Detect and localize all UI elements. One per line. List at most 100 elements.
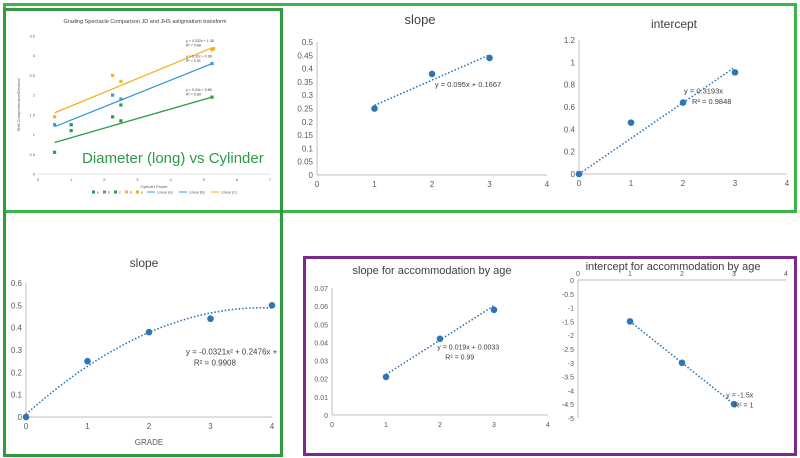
x-tick-label: 2 [147, 422, 152, 431]
data-point [268, 302, 276, 309]
chart-title: intercept for accommodation by age [586, 261, 761, 273]
mini-trend-equation: y = 0.24x + 0.66 [186, 88, 212, 92]
y-tick-label: 0.5 [11, 301, 23, 310]
mini-legend-swatch [103, 190, 106, 194]
mini-legend-label: c [119, 191, 121, 195]
intercept-accommodation-panel: intercept for accommodation by age -5 -4.5… [554, 260, 792, 428]
r-squared-label: R² = 0.99 [445, 355, 474, 362]
r-squared-label: R² = 0.9848 [692, 97, 731, 106]
mini-data-point-orange [52, 115, 57, 119]
y-tick-label: 0.05 [314, 322, 328, 329]
data-point [730, 400, 738, 408]
mini-x-tick-label: 4 [169, 177, 172, 182]
mini-y-tick-label: 0.5 [29, 152, 35, 157]
y-tick-label: 0.05 [297, 158, 313, 167]
y-tick-label: -0.5 [562, 292, 574, 299]
mini-trend-equation: y = 0.32x + 0.96 [186, 55, 212, 59]
data-point [371, 105, 378, 112]
y-tick-label: -4 [568, 388, 574, 395]
intercept-accommodation-chart: intercept for accommodation by age -5 -4.5… [562, 261, 788, 423]
slope-grade-chart: slope 0 0.1 0.2 0.3 0.4 0.5 0.6 0 1 2 3 4 GRADE y = -0… [11, 256, 304, 447]
y-tick-label: 0.3 [11, 346, 23, 355]
left-green-frame [3, 8, 283, 457]
mini-scatter-panel: Grading Spectacle Comparison JD and JHS … [12, 14, 278, 204]
mini-x-tick-label: 6 [236, 177, 239, 182]
trendline-equation: y = 0.3193x [684, 87, 723, 96]
slope-grade-panel: slope 0 0.1 0.2 0.3 0.4 0.5 0.6 0 1 2 3 4 GRADE y = -0… [8, 255, 304, 451]
mini-data-point-green [210, 95, 214, 99]
mini-scatter-chart: Grading Spectacle Comparison JD and JHS … [16, 19, 272, 195]
y-tick-label: -5 [568, 416, 574, 423]
mini-trendline-orange [54, 47, 213, 114]
y-tick-label: 0.2 [11, 368, 23, 377]
data-point [22, 413, 30, 421]
bottom-right-purple-frame [303, 256, 797, 456]
x-tick-label: 2 [430, 180, 435, 189]
trendline [629, 320, 735, 405]
y-tick-label: 0.8 [564, 81, 576, 90]
chart-title: intercept [651, 17, 698, 31]
x-tick-label: 0 [576, 271, 580, 278]
y-tick-label: -2.5 [562, 347, 574, 354]
x-tick-label: 1 [628, 271, 632, 278]
x-axis-title: GRADE [135, 438, 163, 447]
x-tick-label: 2 [438, 422, 442, 429]
y-tick-label: -3.5 [562, 375, 574, 382]
y-tick-label: 0.02 [314, 377, 328, 384]
y-tick-label: 0.1 [302, 144, 314, 153]
mini-data-point-orange [210, 48, 214, 52]
mini-data-point-teal [110, 93, 115, 97]
mini-trend-r2: R² = 0.89 [186, 93, 201, 97]
mini-data-point-teal [119, 97, 123, 101]
mini-legend-label: Linear (C) [221, 191, 237, 195]
mini-data-point-green [119, 103, 123, 107]
mini-data-point-green [119, 119, 123, 123]
y-tick-label: 0.15 [297, 131, 313, 140]
mini-trendline-teal [54, 62, 213, 128]
x-tick-label: 3 [733, 179, 738, 188]
data-point [207, 315, 214, 323]
y-tick-label: 0.2 [302, 118, 314, 127]
y-tick-label: 0.6 [564, 103, 576, 112]
data-point [486, 54, 493, 62]
mini-data-point-orange [110, 73, 115, 78]
mini-data-point-green [52, 150, 57, 154]
data-point [731, 69, 739, 76]
data-point [679, 99, 687, 106]
y-tick-label: 0.45 [297, 51, 313, 60]
data-point [678, 359, 686, 367]
y-tick-label: 0.4 [564, 125, 576, 134]
intercept-top-panel: intercept 0 0.2 0.4 0.6 0.8 1 1.2 0 1 2 3 4 y = 0.319… [555, 16, 793, 198]
y-tick-label: 1.2 [564, 36, 576, 45]
y-tick-label: -1 [568, 306, 574, 313]
mini-legend-label: a [97, 191, 99, 195]
y-tick-label: 1 [571, 58, 576, 67]
y-tick-label: 0 [570, 278, 574, 285]
mini-legend-swatch [136, 190, 139, 194]
data-point [626, 318, 634, 325]
x-tick-label: 3 [492, 422, 496, 429]
mini-x-tick-label: 5 [203, 177, 206, 182]
x-tick-label: 0 [315, 180, 320, 189]
mini-data-point-teal [52, 123, 57, 127]
data-point [382, 373, 390, 381]
x-tick-label: 1 [372, 180, 377, 189]
mini-data-point-green [110, 115, 115, 119]
slope-accommodation-panel: slope for accommodation by age 0 0.01 0.02 0… [310, 262, 554, 434]
mini-data-point-teal [210, 62, 214, 66]
mini-legend-label: Linear (B) [189, 191, 205, 195]
trendline-equation: y = -1.5x [726, 392, 754, 399]
mini-y-tick-label: 1 [33, 132, 36, 137]
trendline-equation: y = 0.095x + 0.1667 [435, 80, 501, 89]
data-point [145, 328, 153, 336]
slope-top-chart: slope 0 0.05 0.1 0.15 0.2 0.25 0.3 0.35 0.4 0.45 0.… [297, 12, 549, 189]
x-tick-label: 4 [270, 422, 275, 431]
x-tick-label: 1 [85, 422, 90, 431]
x-tick-label: 0 [330, 422, 334, 429]
data-point [575, 170, 583, 178]
mini-x-tick-label: 2 [103, 177, 106, 182]
y-tick-label: -3 [568, 361, 574, 368]
mini-x-tick-label: 3 [136, 177, 139, 182]
mini-trendline-green [54, 96, 213, 144]
y-tick-label: 0.04 [314, 340, 328, 347]
